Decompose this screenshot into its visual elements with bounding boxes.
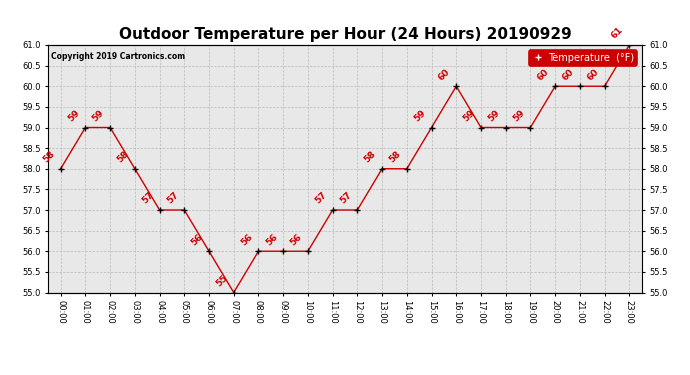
Text: 56: 56 bbox=[288, 232, 304, 247]
Text: 57: 57 bbox=[313, 190, 328, 206]
Text: 58: 58 bbox=[115, 149, 130, 165]
Text: 59: 59 bbox=[486, 108, 502, 123]
Text: 57: 57 bbox=[140, 190, 155, 206]
Text: 58: 58 bbox=[363, 149, 378, 165]
Text: Copyright 2019 Cartronics.com: Copyright 2019 Cartronics.com bbox=[51, 53, 186, 62]
Text: 59: 59 bbox=[412, 108, 427, 123]
Text: 59: 59 bbox=[462, 108, 477, 123]
Text: 57: 57 bbox=[165, 190, 180, 206]
Title: Outdoor Temperature per Hour (24 Hours) 20190929: Outdoor Temperature per Hour (24 Hours) … bbox=[119, 27, 571, 42]
Text: 60: 60 bbox=[536, 67, 551, 82]
Text: 60: 60 bbox=[560, 67, 575, 82]
Legend: Temperature  (°F): Temperature (°F) bbox=[529, 50, 637, 66]
Text: 56: 56 bbox=[239, 232, 255, 247]
Text: 59: 59 bbox=[90, 108, 106, 123]
Text: 58: 58 bbox=[41, 149, 57, 165]
Text: 55: 55 bbox=[215, 273, 230, 288]
Text: 59: 59 bbox=[66, 108, 81, 123]
Text: 56: 56 bbox=[264, 232, 279, 247]
Text: 60: 60 bbox=[585, 67, 600, 82]
Text: 57: 57 bbox=[338, 190, 353, 206]
Text: 58: 58 bbox=[388, 149, 403, 165]
Text: 61: 61 bbox=[610, 26, 625, 41]
Text: 56: 56 bbox=[190, 232, 205, 247]
Text: 59: 59 bbox=[511, 108, 526, 123]
Text: 60: 60 bbox=[437, 67, 452, 82]
